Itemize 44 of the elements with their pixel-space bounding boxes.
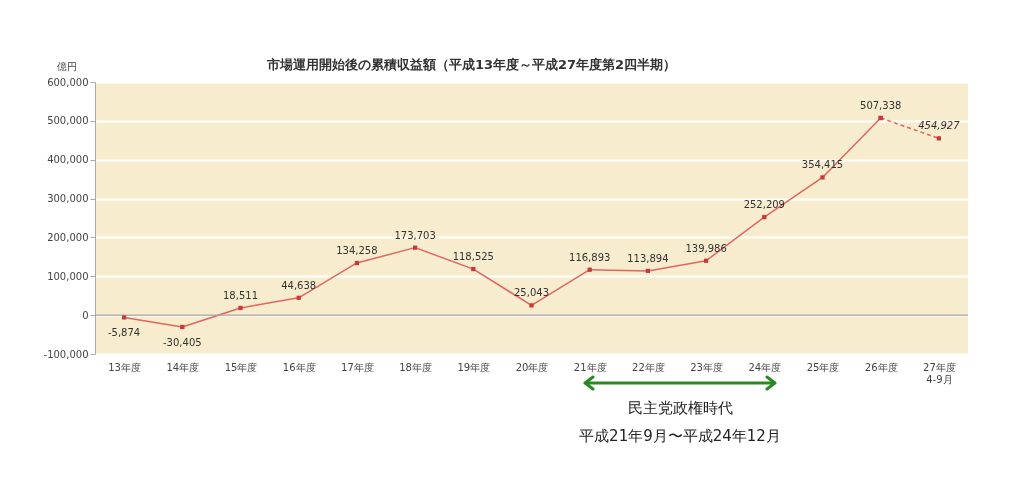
x-tick-label: 22年度	[632, 361, 665, 373]
data-label: 116,893	[569, 251, 611, 263]
data-label: 25,043	[514, 287, 549, 299]
x-tick-label: 15年度	[224, 361, 258, 373]
y-tick-label: 100,000	[47, 270, 89, 282]
x-tick-label: 23年度	[690, 361, 723, 373]
data-label: 44,638	[281, 279, 317, 291]
data-label: 252,209	[743, 199, 785, 211]
y-tick-label: 0	[82, 309, 89, 321]
y-tick-label: 600,000	[47, 76, 89, 88]
data-label: 113,894	[627, 252, 669, 264]
x-tick-label: 19年度	[457, 361, 491, 373]
x-tick-label: 13年度	[108, 361, 141, 373]
x-tick-label: 16年度	[282, 361, 316, 373]
y-tick-label: -100,000	[43, 348, 89, 360]
y-axis-title: 億円	[57, 60, 77, 74]
x-tick-label: 27年度 4-9月	[923, 361, 956, 385]
y-tick-label: 300,000	[47, 193, 89, 205]
x-tick-label: 17年度	[341, 361, 374, 373]
data-label: 454,927	[918, 120, 961, 132]
point	[238, 305, 243, 311]
point	[121, 315, 127, 320]
x-tick-label: 14年度	[166, 361, 200, 373]
x-tick-label: 21年度	[573, 361, 607, 373]
data-label: 507,338	[860, 100, 902, 112]
x-tick-label: 26年度	[864, 361, 898, 373]
text: 平成21年9月〜平成24年12月	[579, 427, 781, 446]
y-tick-label: 400,000	[47, 154, 89, 166]
data-label: -5,874	[107, 327, 141, 339]
x-tick-label: 24年度	[748, 361, 782, 373]
data-label: -30,405	[163, 336, 202, 348]
chart-title: 市場運用開始後の累積収益額（平成13年度～平成27年度第2四半期）	[266, 56, 677, 74]
data-label: 173,703	[394, 229, 436, 241]
x-tick-label: 20年度	[515, 361, 549, 373]
data-label: 134,258	[336, 244, 378, 256]
y-tick-label: 200,000	[47, 231, 89, 243]
x-tick-label: 18年度	[399, 361, 432, 373]
y-tick-label: 500,000	[47, 115, 89, 127]
text: 民主党政権時代	[627, 399, 733, 418]
data-label: 118,525	[452, 251, 494, 263]
point	[529, 303, 534, 308]
point	[820, 175, 825, 180]
data-label: 18,511	[223, 289, 258, 301]
x-tick-label: 25年度	[806, 361, 840, 373]
